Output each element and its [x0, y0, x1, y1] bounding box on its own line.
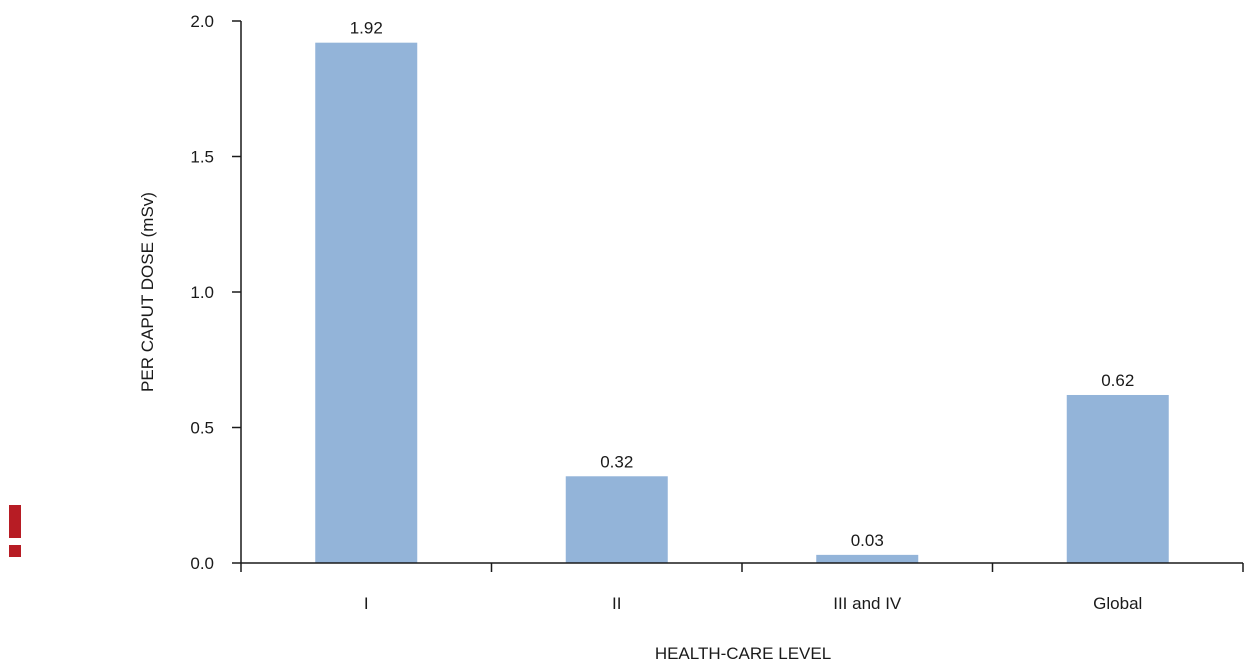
y-tick-label-1: 0.5: [190, 419, 214, 438]
exclamation-icon: [7, 505, 23, 557]
x-tick-label-3: III and IV: [833, 594, 902, 613]
exclamation-icon-bar: [9, 505, 21, 538]
exclamation-icon-dot: [9, 545, 21, 557]
x-axis-title: HEALTH-CARE LEVEL: [655, 644, 831, 663]
x-tick-label-4: Global: [1093, 594, 1142, 613]
y-axis-title: PER CAPUT DOSE (mSv): [138, 192, 157, 392]
bar-4: [1066, 394, 1169, 563]
y-tick-label-2: 1.0: [190, 283, 214, 302]
y-tick-label-3: 1.5: [190, 148, 214, 167]
x-tick-label-1: I: [364, 594, 369, 613]
x-tick-label-2: II: [612, 594, 621, 613]
y-tick-label-4: 2.0: [190, 12, 214, 31]
bar-2: [565, 476, 668, 563]
y-tick-label-0: 0.0: [190, 554, 214, 573]
y-axis-ticks: 0.0 0.5 1.0 1.5 2.0: [190, 12, 241, 573]
bar-1: [315, 42, 418, 564]
data-label-3: 0.03: [851, 531, 884, 550]
bar-3: [816, 554, 919, 563]
data-labels-layer: 1.92 0.32 0.03 0.62: [350, 19, 1135, 550]
data-label-2: 0.32: [600, 452, 633, 471]
data-label-1: 1.92: [350, 19, 383, 38]
data-label-4: 0.62: [1101, 371, 1134, 390]
bars-layer: [315, 42, 1169, 564]
x-axis-ticks: I II III and IV Global: [240, 563, 1244, 613]
